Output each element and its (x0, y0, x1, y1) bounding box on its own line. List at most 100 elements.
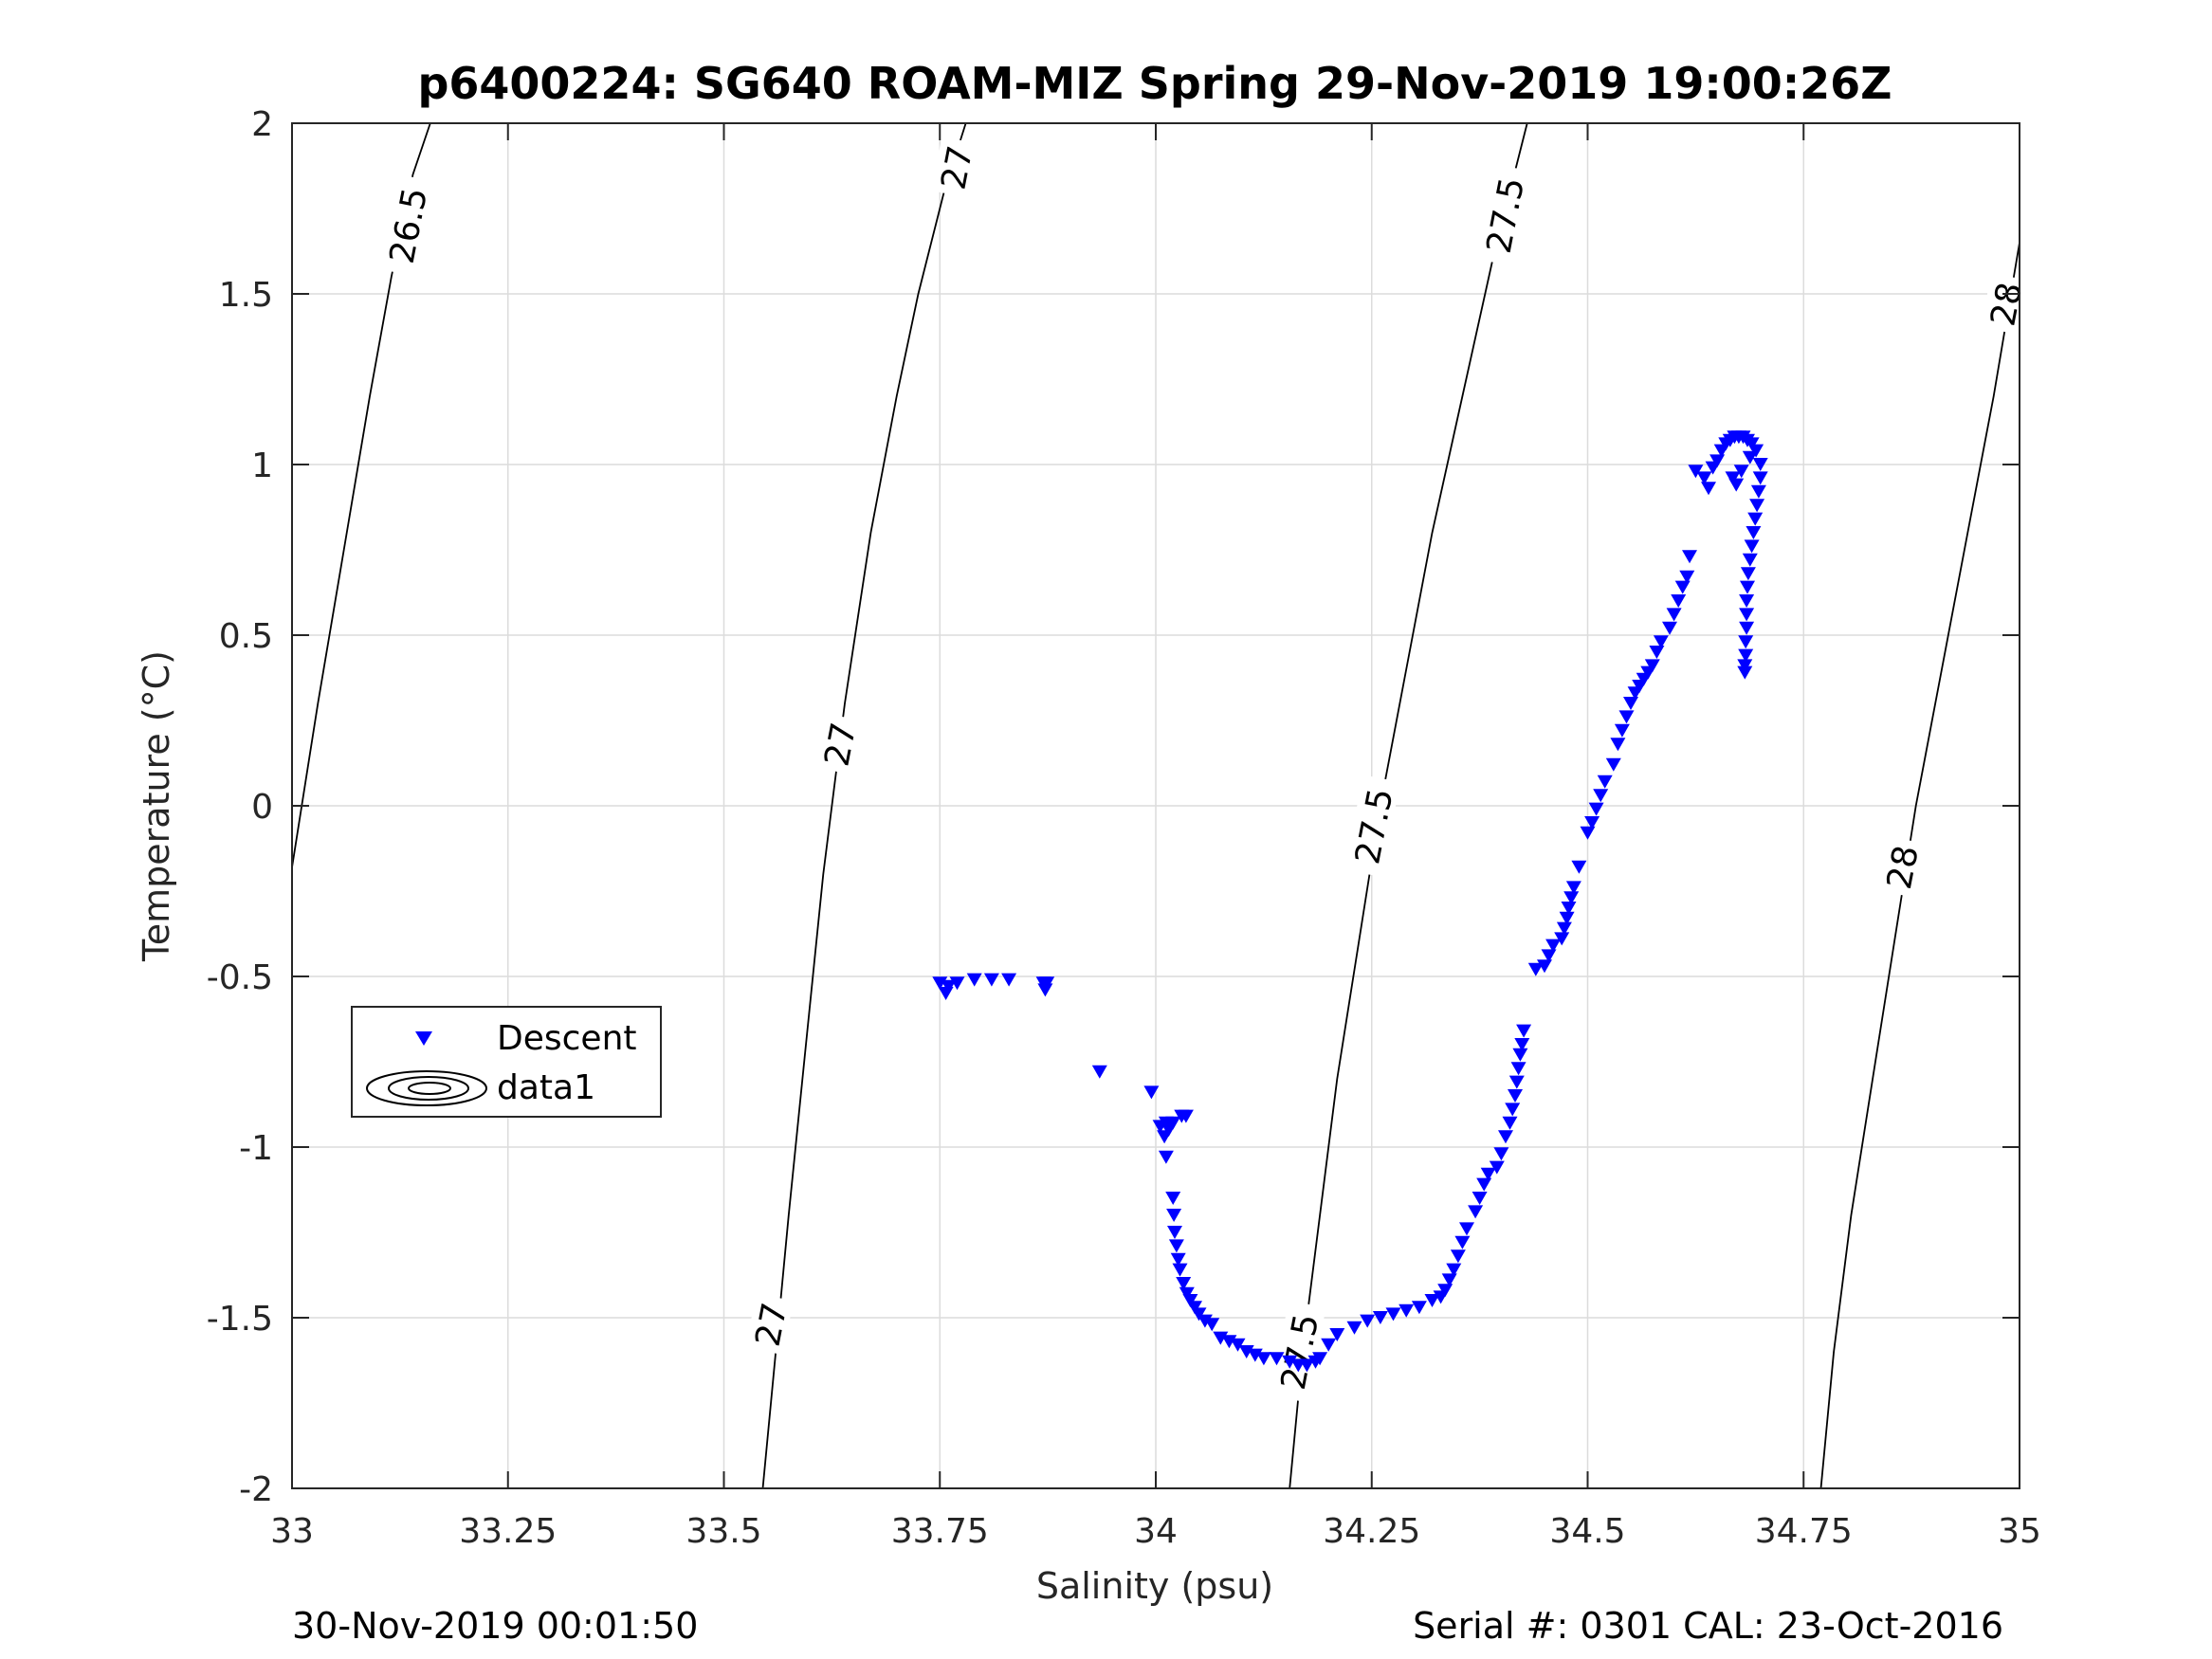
descent-point (1158, 1150, 1174, 1164)
descent-point (1165, 1192, 1181, 1205)
descent-point (1213, 1331, 1229, 1345)
descent-point (1545, 939, 1562, 953)
descent-point (1191, 1307, 1207, 1322)
descent-point (1157, 1130, 1173, 1144)
contour-label-bg (378, 173, 435, 277)
descent-point (1512, 1048, 1528, 1062)
descent-point (1737, 659, 1753, 673)
descent-point (1282, 1355, 1298, 1369)
descent-point (1556, 921, 1572, 936)
contour-label-text: 28 (1880, 842, 1927, 892)
descent-point (1644, 659, 1660, 673)
descent-point (1176, 1277, 1192, 1290)
descent-point (1742, 553, 1758, 567)
legend-descent-label: Descent (497, 1019, 637, 1058)
descent-point (1187, 1301, 1202, 1315)
x-tick-label: 34.75 (1755, 1512, 1853, 1551)
descent-point (1728, 478, 1745, 492)
y-tick-labels: 2 1.5 1 0.5 0 -0.5 -1 -1.5 -2 (207, 105, 273, 1509)
descent-point (1559, 911, 1575, 925)
x-tick-label: 33.5 (686, 1512, 761, 1551)
descent-point (1493, 1147, 1509, 1161)
descent-point (1179, 1286, 1195, 1301)
descent-point (932, 976, 948, 991)
descent-point (1238, 1345, 1254, 1358)
descent-point (1446, 1263, 1462, 1277)
descent-point (1178, 1109, 1194, 1123)
y-tick-label: -1.5 (207, 1300, 273, 1339)
descent-point (1565, 881, 1581, 895)
x-axis-label: Salinity (psu) (1036, 1565, 1273, 1607)
descent-point (1580, 826, 1596, 840)
descent-point (1614, 723, 1630, 738)
descent-point (1454, 1235, 1471, 1249)
descent-point (1489, 1160, 1505, 1175)
descent-point (1679, 570, 1695, 584)
x-tick-label: 34.5 (1549, 1512, 1625, 1551)
descent-point (1554, 932, 1570, 946)
descent-point (1091, 1065, 1107, 1079)
contour-label-text: 27 (749, 1300, 795, 1350)
descent-point (1701, 482, 1716, 496)
descent-point (1733, 465, 1749, 479)
descent-point (938, 987, 954, 1000)
contour-label: 27 (931, 137, 980, 198)
descent-point (1269, 1352, 1285, 1366)
contour-label-text: 27 (934, 142, 980, 192)
x-tick-label: 33 (270, 1512, 314, 1551)
descent-point (1709, 454, 1726, 468)
contour-label-bg (814, 713, 863, 775)
x-tick-label: 35 (1998, 1512, 2041, 1551)
y-tick-label: 0 (251, 788, 273, 827)
descent-point (1514, 1038, 1530, 1051)
descent-point (1584, 816, 1600, 830)
contour-label-bg (1475, 163, 1532, 266)
descent-point (1476, 1177, 1492, 1192)
descent-point (1182, 1294, 1198, 1307)
descent-point (1168, 1239, 1184, 1253)
descent-point (1170, 1252, 1186, 1267)
descent-point (1649, 646, 1665, 659)
descent-point (1450, 1249, 1466, 1264)
descent-point (1623, 697, 1638, 710)
descent-point (941, 979, 957, 994)
descent-point (1588, 802, 1604, 816)
descent-point (1247, 1348, 1263, 1362)
legend-box (351, 1006, 662, 1118)
descent-point (1255, 1352, 1271, 1366)
descent-point (1167, 1226, 1182, 1239)
timestamp-footer: 30-Nov-2019 00:01:50 (292, 1605, 698, 1647)
descent-point (1537, 959, 1552, 974)
contour-label-bg (931, 137, 979, 198)
contour-label-bg (1981, 273, 2029, 335)
descent-point (1610, 738, 1626, 752)
descent-point (1750, 484, 1766, 499)
descent-point (1671, 594, 1687, 608)
descent-point (1498, 1130, 1513, 1144)
descent-point (1172, 1263, 1188, 1277)
y-tick-label: -1 (239, 1129, 273, 1168)
descent-point (1197, 1314, 1213, 1328)
descent-point (1398, 1304, 1415, 1318)
y-axis-label: Temperature (°C) (136, 650, 177, 962)
x-tick-label: 34.25 (1323, 1512, 1420, 1551)
descent-point (1441, 1273, 1457, 1287)
legend-descent-marker (415, 1031, 432, 1046)
descent-point (1746, 526, 1762, 539)
contour-label-bg (1876, 836, 1926, 898)
legend-data1-label: data1 (497, 1068, 595, 1107)
descent-point (1468, 1205, 1484, 1219)
descent-point (1411, 1301, 1427, 1315)
descent-point (1744, 437, 1760, 451)
descent-point (1508, 1089, 1523, 1103)
descent-point (1505, 1103, 1521, 1117)
contour-label: 27.5 (1344, 775, 1401, 878)
x-tick-label: 33.75 (891, 1512, 989, 1551)
descent-point (1527, 962, 1544, 976)
descent-point (983, 973, 999, 987)
legend-data1-contour-icon (366, 1070, 487, 1106)
contour-label: 28 (1981, 273, 2030, 335)
